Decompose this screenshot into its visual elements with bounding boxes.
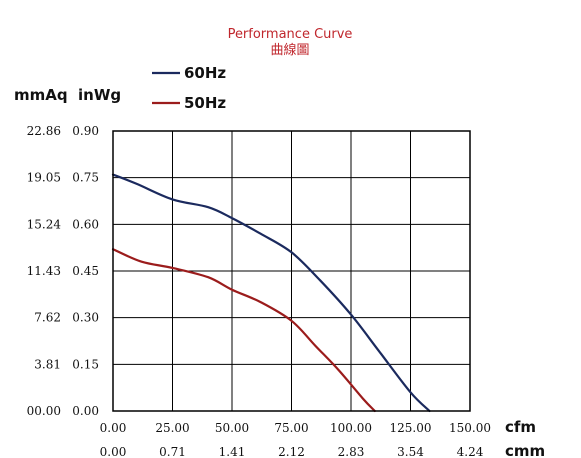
x-unit-primary: cfm	[505, 418, 536, 436]
x-tick-label-cfm: 150.00	[449, 421, 491, 435]
chart-subtitle: 曲線圖	[270, 42, 309, 58]
x-tick-label-cfm: 0.00	[100, 421, 127, 435]
x-tick-label-cmm: 0.00	[100, 445, 127, 458]
legend: 60Hz 50Hz	[152, 64, 226, 112]
y-tick-label-inwg: 0.15	[72, 357, 99, 371]
series-lines	[111, 173, 431, 413]
series-line-50hz	[111, 248, 376, 413]
series-line-60hz	[111, 173, 431, 413]
x-tick-label-cmm: 1.41	[219, 445, 246, 458]
x-tick-label-cmm: 2.83	[338, 445, 365, 458]
y-tick-label-inwg: 0.75	[72, 171, 99, 185]
x-tick-label-cfm: 25.00	[155, 421, 189, 435]
y-tick-label-mmaq: 7.62	[34, 311, 61, 325]
y-unit-secondary: inWg	[78, 86, 121, 104]
x-tick-label-cmm: 4.24	[457, 445, 484, 458]
y-tick-label-inwg: 0.90	[72, 124, 99, 138]
legend-label-50hz: 50Hz	[184, 94, 226, 112]
tick-labels: 0.000.0025.000.7150.001.4175.002.12100.0…	[27, 124, 491, 458]
x-tick-label-cfm: 125.00	[390, 421, 432, 435]
y-tick-label-mmaq: 22.86	[27, 124, 61, 138]
x-tick-label-cfm: 50.00	[215, 421, 249, 435]
y-tick-label-inwg: 0.45	[72, 264, 99, 278]
x-tick-label-cmm: 3.54	[397, 445, 424, 458]
y-tick-label-mmaq: 15.24	[27, 217, 62, 231]
chart-title: Performance Curve	[228, 27, 353, 42]
y-tick-label-inwg: 0.30	[72, 311, 99, 325]
y-tick-label-inwg: 0.60	[72, 217, 99, 231]
x-unit-secondary: cmm	[505, 442, 545, 458]
x-tick-label-cmm: 0.71	[159, 445, 186, 458]
legend-label-60hz: 60Hz	[184, 64, 226, 82]
plot-area-border	[112, 130, 471, 412]
y-tick-label-mmaq: 19.05	[27, 171, 61, 185]
x-tick-label-cfm: 75.00	[274, 421, 308, 435]
x-tick-label-cmm: 2.12	[278, 445, 305, 458]
y-tick-label-inwg: 0.00	[72, 404, 99, 418]
x-tick-label-cfm: 100.00	[330, 421, 372, 435]
y-tick-label-mmaq: 3.81	[34, 357, 61, 371]
y-unit-primary: mmAq	[14, 86, 68, 104]
grid	[113, 131, 470, 411]
y-tick-label-mmaq: 11.43	[27, 264, 61, 278]
y-tick-label-mmaq: 00.00	[27, 404, 61, 418]
